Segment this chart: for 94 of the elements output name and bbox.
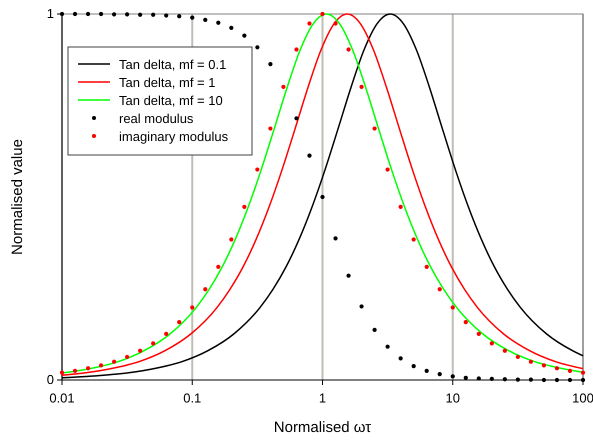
point <box>242 33 246 38</box>
point <box>255 45 260 50</box>
point <box>72 368 78 373</box>
point <box>177 14 182 18</box>
point <box>346 47 351 52</box>
point <box>386 344 390 349</box>
point <box>216 264 220 270</box>
point <box>138 348 142 353</box>
point <box>72 12 78 16</box>
point <box>359 304 364 309</box>
legend-label: imaginary modulus <box>119 129 229 144</box>
point <box>372 328 377 332</box>
point <box>450 305 455 310</box>
point <box>386 167 390 172</box>
point <box>424 368 429 373</box>
point <box>268 62 273 66</box>
point <box>60 12 64 16</box>
point <box>359 84 364 89</box>
point <box>412 237 416 242</box>
point <box>242 204 246 209</box>
point <box>464 376 468 380</box>
point <box>86 12 90 16</box>
point <box>398 356 403 361</box>
point <box>568 368 572 373</box>
point <box>294 116 299 120</box>
point <box>255 167 260 172</box>
point <box>398 204 403 209</box>
point <box>554 378 560 382</box>
point <box>542 363 546 368</box>
point <box>112 360 116 364</box>
point <box>190 16 194 20</box>
point <box>98 12 104 16</box>
point <box>216 20 220 25</box>
point <box>125 12 130 16</box>
point <box>502 377 507 382</box>
point <box>268 126 273 131</box>
point <box>476 332 481 336</box>
point <box>438 287 442 292</box>
point <box>424 264 429 270</box>
point <box>346 274 351 278</box>
point <box>502 348 507 353</box>
point <box>412 364 416 368</box>
point <box>320 12 325 16</box>
point <box>203 18 208 22</box>
point <box>516 354 520 360</box>
point <box>86 366 90 370</box>
point <box>151 12 156 17</box>
point <box>190 305 194 310</box>
point <box>151 341 156 346</box>
point <box>281 84 286 89</box>
point <box>164 13 168 18</box>
y-axis-title: Normalised value <box>9 139 26 255</box>
point <box>516 378 520 382</box>
x-tick-label: 0.01 <box>49 390 75 406</box>
x-axis-title: Normalised ωτ <box>274 419 372 436</box>
point <box>542 378 546 382</box>
point <box>112 12 116 16</box>
point <box>333 21 338 26</box>
point <box>438 372 442 376</box>
point <box>580 378 586 382</box>
point <box>320 194 325 200</box>
point <box>307 21 312 26</box>
point <box>307 154 312 158</box>
point <box>568 378 572 382</box>
point <box>229 26 234 30</box>
point <box>333 236 338 240</box>
point <box>164 332 168 336</box>
point <box>490 376 494 382</box>
point <box>294 47 299 52</box>
point <box>476 376 481 381</box>
point <box>60 370 64 375</box>
legend-label: real modulus <box>119 111 194 126</box>
point <box>464 320 468 324</box>
point <box>372 126 377 131</box>
x-tick-label: 10 <box>446 390 460 406</box>
legend-label: Tan delta, mf = 1 <box>119 75 216 90</box>
point <box>528 360 534 364</box>
x-tick-label: 100 <box>572 390 593 406</box>
point <box>203 287 208 292</box>
point <box>229 237 234 242</box>
y-tick-label: 0 <box>46 372 54 388</box>
x-tick-label: 0.1 <box>183 390 202 406</box>
point <box>554 366 560 370</box>
point <box>125 354 130 360</box>
point <box>450 374 455 378</box>
point <box>177 320 182 324</box>
legend-label: Tan delta, mf = 10 <box>119 93 223 108</box>
point <box>528 378 534 382</box>
point <box>138 12 142 17</box>
point <box>98 363 104 368</box>
point <box>490 341 494 346</box>
legend-label: Tan delta, mf = 0.1 <box>119 57 226 72</box>
x-tick-label: 1 <box>318 390 326 406</box>
point <box>580 370 586 375</box>
